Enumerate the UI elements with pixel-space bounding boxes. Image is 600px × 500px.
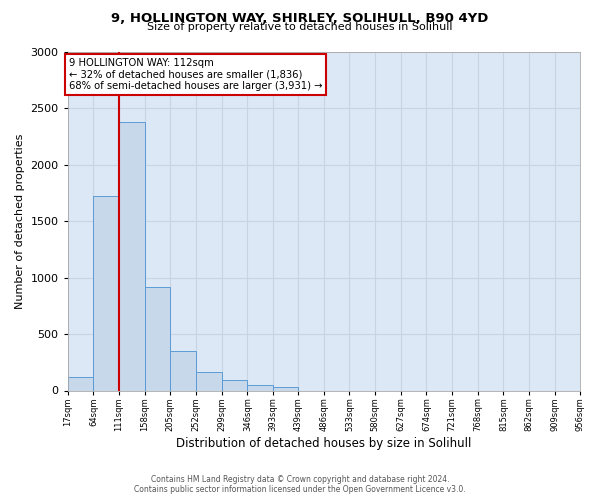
X-axis label: Distribution of detached houses by size in Solihull: Distribution of detached houses by size …: [176, 437, 472, 450]
Text: Size of property relative to detached houses in Solihull: Size of property relative to detached ho…: [147, 22, 453, 32]
Bar: [119, 122, 145, 390]
Bar: [247, 385, 273, 390]
Bar: [94, 196, 119, 390]
Text: 9 HOLLINGTON WAY: 112sqm
← 32% of detached houses are smaller (1,836)
68% of sem: 9 HOLLINGTON WAY: 112sqm ← 32% of detach…: [69, 58, 322, 92]
Bar: [222, 380, 247, 390]
Text: 9, HOLLINGTON WAY, SHIRLEY, SOLIHULL, B90 4YD: 9, HOLLINGTON WAY, SHIRLEY, SOLIHULL, B9…: [112, 12, 488, 26]
Bar: [170, 351, 196, 391]
Bar: [145, 286, 170, 391]
Bar: [196, 372, 222, 390]
Bar: [273, 387, 298, 390]
Text: Contains HM Land Registry data © Crown copyright and database right 2024.
Contai: Contains HM Land Registry data © Crown c…: [134, 474, 466, 494]
Bar: [68, 377, 94, 390]
Y-axis label: Number of detached properties: Number of detached properties: [15, 134, 25, 308]
